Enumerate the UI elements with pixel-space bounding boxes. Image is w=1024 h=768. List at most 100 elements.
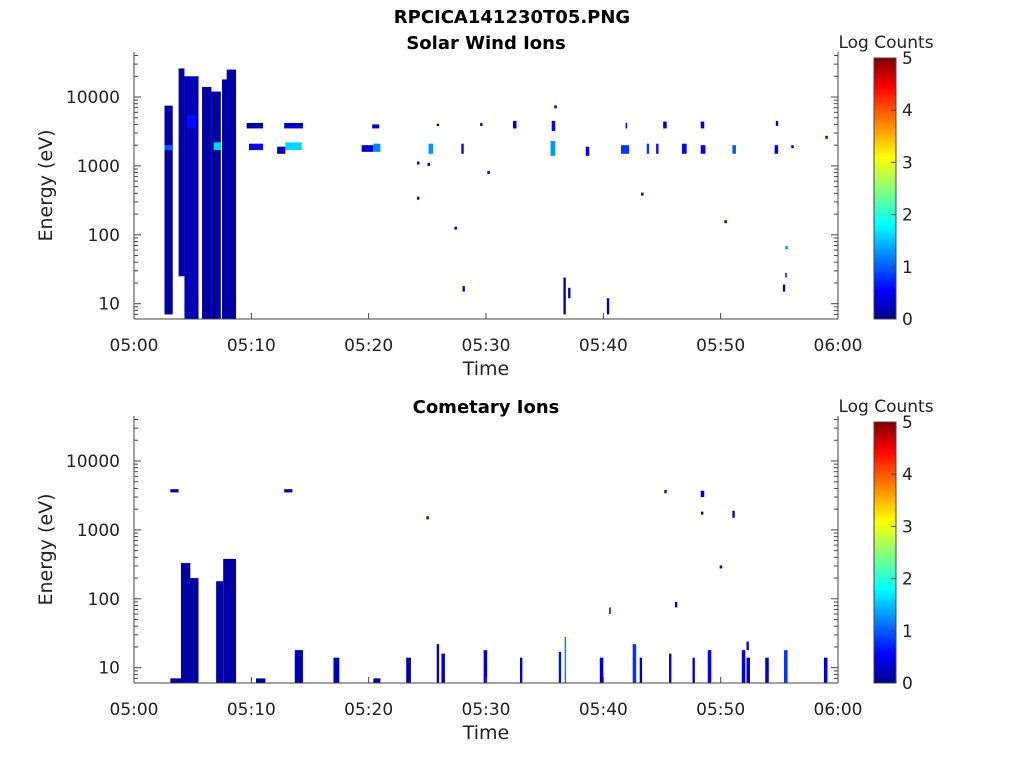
data-cell bbox=[202, 86, 212, 319]
data-point bbox=[825, 135, 828, 139]
colorbar-tick-label: 4 bbox=[902, 465, 913, 485]
y-tick-label: 10 bbox=[98, 295, 120, 315]
data-point bbox=[416, 196, 420, 200]
data-cell bbox=[609, 607, 611, 615]
data-point bbox=[426, 516, 429, 520]
x-tick-label: 05:50 bbox=[696, 700, 745, 720]
data-cell bbox=[741, 650, 746, 683]
colorbar bbox=[873, 57, 897, 320]
data-cell bbox=[568, 287, 571, 299]
plot-title: Cometary Ions bbox=[413, 397, 560, 418]
data-cell bbox=[563, 277, 566, 315]
data-cell bbox=[681, 143, 687, 154]
data-cell bbox=[823, 657, 828, 683]
x-tick-label: 05:30 bbox=[462, 700, 511, 720]
x-tick-label: 06:00 bbox=[814, 700, 863, 720]
y-tick-label: 10 bbox=[98, 659, 120, 679]
data-cell bbox=[599, 657, 604, 683]
data-cell bbox=[285, 142, 302, 151]
data-cell bbox=[480, 122, 483, 126]
x-axis-label: Time bbox=[462, 358, 510, 380]
data-cell bbox=[256, 678, 266, 683]
y-tick-label: 1000 bbox=[77, 521, 120, 541]
data-cell bbox=[782, 284, 786, 292]
data-cell bbox=[664, 489, 667, 494]
data-cell bbox=[674, 601, 678, 608]
data-cell bbox=[564, 636, 567, 683]
y-tick-label: 1000 bbox=[77, 157, 120, 177]
data-cell bbox=[775, 120, 779, 126]
data-point bbox=[791, 145, 794, 149]
x-tick-label: 05:10 bbox=[227, 700, 276, 720]
data-cell bbox=[785, 272, 787, 278]
data-cell bbox=[462, 286, 465, 292]
colorbar-label: Log Counts bbox=[838, 397, 933, 417]
data-cell bbox=[436, 123, 440, 126]
data-cell bbox=[669, 653, 672, 683]
data-cell bbox=[585, 146, 590, 156]
data-cell bbox=[700, 121, 705, 129]
data-cell bbox=[520, 657, 523, 683]
y-axis-label: Energy (eV) bbox=[35, 129, 57, 241]
data-point bbox=[554, 105, 557, 109]
data-cell bbox=[707, 650, 712, 683]
colorbar-tick-label: 1 bbox=[902, 622, 913, 642]
data-cell bbox=[784, 650, 788, 683]
data-cell bbox=[186, 114, 197, 129]
data-cell bbox=[700, 490, 705, 498]
data-cell bbox=[512, 120, 517, 129]
data-cell bbox=[558, 651, 562, 683]
colorbar-label: Log Counts bbox=[838, 33, 933, 53]
data-cell bbox=[222, 79, 228, 319]
x-axis-label: Time bbox=[462, 722, 510, 744]
x-tick-label: 05:00 bbox=[110, 700, 159, 720]
x-tick-label: 05:20 bbox=[344, 336, 393, 356]
data-cell bbox=[294, 650, 303, 683]
x-tick-label: 05:40 bbox=[579, 700, 628, 720]
data-point bbox=[416, 161, 420, 165]
x-tick-label: 05:30 bbox=[462, 336, 511, 356]
data-cell bbox=[461, 143, 464, 154]
colorbar-tick-label: 1 bbox=[902, 258, 913, 278]
data-cell bbox=[746, 641, 749, 651]
data-cell bbox=[406, 657, 411, 683]
data-cell bbox=[663, 121, 667, 129]
data-cell bbox=[277, 146, 286, 154]
colorbar-tick-label: 5 bbox=[902, 49, 913, 69]
colorbar-tick-label: 3 bbox=[902, 153, 913, 173]
colorbar-tick-label: 0 bbox=[902, 310, 913, 330]
data-cell bbox=[164, 145, 173, 151]
data-cell bbox=[441, 653, 445, 683]
data-cell bbox=[639, 657, 643, 683]
x-tick-label: 05:10 bbox=[227, 336, 276, 356]
data-cell bbox=[373, 678, 381, 683]
data-cell bbox=[333, 657, 340, 683]
data-cell bbox=[284, 122, 303, 129]
data-cell bbox=[246, 122, 264, 129]
data-cell bbox=[284, 489, 293, 493]
plot-title: Solar Wind Ions bbox=[406, 33, 565, 54]
data-cell bbox=[620, 145, 630, 154]
data-point bbox=[454, 226, 457, 230]
colorbar-tick-label: 5 bbox=[902, 413, 913, 433]
data-cell bbox=[550, 140, 556, 156]
data-cell bbox=[436, 644, 440, 683]
data-cell bbox=[746, 657, 750, 683]
y-tick-label: 10000 bbox=[66, 88, 120, 108]
y-tick-label: 100 bbox=[88, 226, 120, 246]
colorbar-tick-label: 2 bbox=[902, 570, 913, 590]
y-axis-label: Energy (eV) bbox=[35, 493, 57, 605]
data-cell bbox=[164, 105, 173, 315]
data-cell bbox=[692, 657, 695, 683]
data-cell bbox=[170, 678, 190, 683]
x-tick-label: 05:50 bbox=[696, 336, 745, 356]
colorbar-tick-label: 0 bbox=[902, 674, 913, 694]
data-cell bbox=[184, 76, 199, 319]
data-cell bbox=[211, 91, 221, 320]
data-cell bbox=[216, 581, 224, 683]
data-cell bbox=[189, 578, 199, 683]
data-cell bbox=[732, 145, 736, 154]
data-cell bbox=[428, 143, 434, 154]
data-point bbox=[785, 246, 788, 250]
